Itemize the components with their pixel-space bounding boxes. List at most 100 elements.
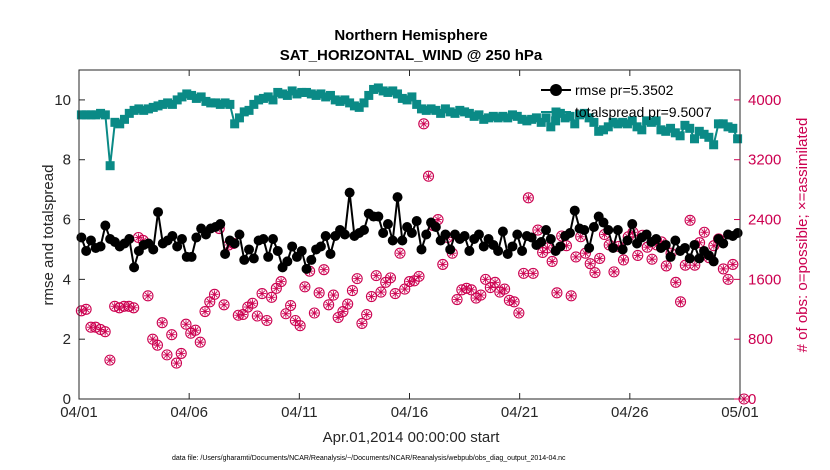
totalspread-point bbox=[709, 140, 719, 150]
rmse-point bbox=[191, 232, 202, 243]
obs-point-circle bbox=[299, 281, 311, 293]
y-tick-label: 2 bbox=[63, 331, 71, 348]
obs-point-star-ray bbox=[296, 322, 304, 329]
obs-point-circle bbox=[546, 255, 558, 267]
obs-point-star-ray bbox=[663, 262, 670, 270]
rmse-point bbox=[234, 229, 245, 240]
obs-point-star-ray bbox=[339, 308, 347, 315]
obs-point bbox=[342, 298, 354, 310]
obs-point-circle bbox=[170, 357, 183, 369]
obs-point bbox=[318, 264, 330, 276]
rmse-point bbox=[344, 187, 355, 198]
obs-point-star-ray bbox=[487, 284, 494, 291]
obs-point bbox=[646, 253, 658, 265]
rmse-point bbox=[81, 245, 92, 256]
obs-point-star-ray bbox=[254, 312, 261, 320]
obs-point-star-ray bbox=[316, 289, 323, 296]
totalspread-point bbox=[215, 99, 225, 109]
obs-point-star-ray bbox=[211, 291, 218, 298]
totalspread-point bbox=[728, 123, 738, 133]
obs-point-circle bbox=[346, 285, 358, 297]
rmse-point bbox=[665, 251, 676, 262]
rmse-point bbox=[684, 253, 695, 264]
totalspread-point bbox=[666, 123, 676, 133]
obs-point-circle bbox=[166, 329, 178, 341]
rmse-point bbox=[459, 230, 470, 241]
totalspread-point bbox=[565, 111, 575, 121]
obs-point bbox=[522, 192, 534, 204]
obs-point bbox=[499, 283, 511, 295]
obs-point-circle bbox=[80, 303, 92, 315]
obs-point-circle bbox=[527, 267, 539, 279]
obs-point bbox=[475, 289, 487, 301]
obs-point bbox=[437, 258, 449, 270]
obs-point-circle bbox=[256, 288, 268, 300]
obs-point bbox=[589, 267, 601, 279]
rmse-point bbox=[641, 229, 652, 240]
totalspread-point bbox=[642, 116, 652, 126]
obs-point-star-ray bbox=[587, 260, 594, 267]
rmse-point bbox=[545, 233, 556, 244]
obs-point-circle bbox=[522, 192, 534, 204]
obs-point bbox=[727, 258, 739, 270]
totalspread-point bbox=[460, 107, 470, 117]
totalspread-point bbox=[450, 108, 460, 118]
obs-point-circle bbox=[199, 305, 211, 318]
obs-point-star-ray bbox=[534, 226, 542, 234]
rmse-point bbox=[651, 233, 662, 244]
obs-point-circle bbox=[589, 267, 601, 279]
obs-point-star-ray bbox=[263, 317, 270, 324]
obs-point-star-ray bbox=[311, 309, 318, 317]
obs-point-star-ray bbox=[677, 298, 684, 305]
totalspread-point bbox=[206, 98, 216, 108]
totalspread-point bbox=[407, 92, 417, 102]
totalspread-markers bbox=[76, 83, 743, 171]
obs-point-star-ray bbox=[135, 234, 142, 241]
obs-point-star-ray bbox=[686, 217, 694, 224]
rmse-point bbox=[464, 245, 475, 256]
totalspread-point bbox=[589, 117, 599, 127]
totalspread-point bbox=[484, 113, 494, 123]
totalspread-point bbox=[282, 90, 292, 100]
obs-point-star-ray bbox=[187, 330, 194, 337]
totalspread-point bbox=[134, 104, 144, 114]
obs-point-circle bbox=[670, 276, 682, 288]
obs-point-star-ray bbox=[258, 290, 266, 297]
obs-point-circle bbox=[584, 258, 596, 270]
totalspread-point bbox=[335, 96, 345, 106]
totalspread-point bbox=[594, 126, 604, 136]
totalspread-point bbox=[627, 116, 637, 126]
totalspread-point bbox=[354, 102, 364, 112]
obs-point bbox=[166, 329, 178, 341]
rmse-point bbox=[588, 222, 599, 233]
obs-point bbox=[375, 286, 387, 298]
obs-point bbox=[294, 320, 306, 332]
rmse-point bbox=[541, 225, 552, 236]
obs-point bbox=[361, 308, 373, 321]
totalspread-point bbox=[579, 108, 589, 118]
y-right-tick-label: 4000 bbox=[748, 92, 781, 109]
obs-point-circle bbox=[384, 272, 397, 284]
obs-point-circle bbox=[722, 273, 734, 285]
obs-point-star-ray bbox=[163, 351, 171, 359]
obs-point-star-ray bbox=[549, 258, 556, 265]
obs-point-star-ray bbox=[354, 275, 361, 282]
legend-totalspread-label: totalspread pr=9.5007 bbox=[575, 104, 712, 120]
totalspread-point bbox=[139, 105, 149, 115]
rmse-point bbox=[382, 219, 393, 230]
obs-point bbox=[237, 308, 249, 321]
totalspread-point bbox=[699, 129, 709, 139]
totalspread-point bbox=[421, 105, 431, 115]
legend-rmse-label: rmse pr=5.3502 bbox=[575, 82, 674, 98]
rmse-point bbox=[220, 248, 231, 259]
rmse-point bbox=[603, 225, 614, 236]
obs-point-star-ray bbox=[510, 298, 518, 305]
y-axis-right-label: # of obs: o=possible; ×=assimilated bbox=[794, 118, 811, 353]
obs-point-star-ray bbox=[149, 336, 156, 343]
totalspread-point bbox=[416, 104, 426, 114]
obs-point-star-ray bbox=[106, 356, 114, 364]
totalspread-point bbox=[249, 99, 259, 109]
rmse-point bbox=[670, 235, 681, 246]
totalspread-point bbox=[115, 119, 125, 129]
obs-point-star-ray bbox=[154, 342, 161, 349]
